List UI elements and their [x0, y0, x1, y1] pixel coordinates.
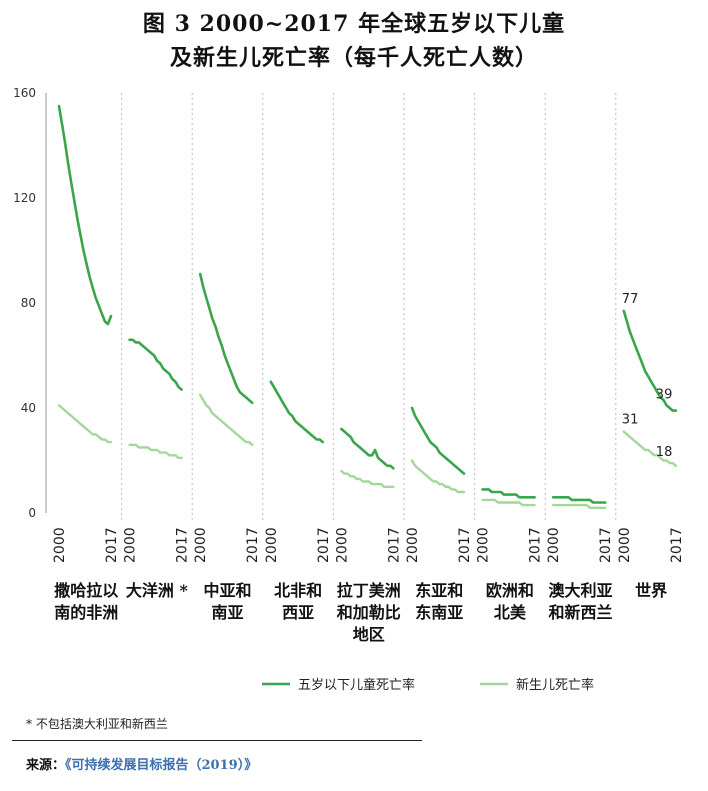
- data-label-under5-end: 39: [656, 388, 673, 403]
- region-label: 地区: [353, 625, 385, 644]
- region-label: 澳大利亚: [548, 581, 612, 600]
- region-label: 撒哈拉以: [54, 581, 118, 600]
- region-label: 北非和: [274, 581, 322, 600]
- x-tick-label: 2017: [528, 527, 544, 563]
- legend-label-under5: 五岁以下儿童死亡率: [298, 677, 415, 693]
- source-line: 来源：《可持续发展目标报告（2019）》: [26, 754, 257, 773]
- x-tick-label: 2000: [617, 527, 633, 563]
- data-label-neonatal-end: 18: [656, 445, 673, 460]
- source-prefix: 来源：: [26, 758, 66, 773]
- x-tick-label: 2017: [245, 527, 261, 563]
- region-label: 拉丁美洲: [337, 581, 401, 600]
- x-tick-label: 2000: [193, 527, 209, 563]
- under5-line: [481, 488, 536, 499]
- x-tick-label: 2000: [264, 527, 280, 563]
- region-label: 北美: [494, 603, 527, 622]
- source-title[interactable]: 《可持续发展目标报告（2019）》: [65, 758, 258, 773]
- under5-line: [551, 496, 607, 504]
- footnote: * 不包括澳大利亚和新西兰: [26, 717, 168, 731]
- x-tick-label: 2017: [316, 527, 332, 563]
- region-label: 大洋洲 *: [126, 581, 189, 600]
- x-tick-label: 2017: [669, 527, 685, 563]
- region-label: 南亚: [211, 603, 243, 622]
- x-tick-label: 2000: [546, 527, 562, 563]
- x-tick-label: 2000: [476, 527, 492, 563]
- chart-title-line2: 及新生儿死亡率（每千人死亡人数）: [169, 45, 538, 71]
- x-tick-label: 2000: [334, 527, 350, 563]
- neonatal-line: [128, 443, 183, 460]
- region-label: 欧洲和: [486, 581, 534, 600]
- divider: [12, 740, 422, 741]
- under5-line: [340, 427, 395, 470]
- under5-line: [622, 309, 678, 412]
- region-label: 中亚和: [203, 581, 251, 600]
- y-tick-label: 120: [13, 191, 36, 205]
- y-tick-label: 160: [13, 86, 36, 100]
- region-label: 西亚: [282, 603, 314, 622]
- x-tick-label: 2017: [386, 527, 402, 563]
- x-tick-label: 2017: [175, 527, 191, 563]
- region-label: 世界: [635, 581, 667, 600]
- region-label: 南的非洲: [54, 603, 118, 622]
- neonatal-line: [57, 404, 113, 444]
- y-tick-label: 40: [21, 401, 36, 415]
- y-tick-label: 80: [21, 296, 36, 310]
- data-label-neonatal-start: 31: [622, 413, 639, 428]
- x-tick-label: 2017: [598, 527, 614, 563]
- neonatal-line: [481, 498, 536, 507]
- x-tick-label: 2000: [405, 527, 421, 563]
- neonatal-line: [410, 459, 466, 494]
- y-tick-label: 0: [28, 506, 36, 520]
- chart-title-line1: 图 3 2000~2017 年全球五岁以下儿童: [142, 11, 566, 37]
- neonatal-line: [199, 393, 254, 446]
- under5-line: [198, 272, 254, 405]
- region-label: 和加勒比: [337, 603, 401, 622]
- under5-line: [269, 380, 325, 444]
- neonatal-line: [552, 503, 607, 509]
- x-tick-label: 2017: [104, 527, 120, 563]
- x-tick-label: 2017: [457, 527, 473, 563]
- under5-line: [57, 104, 113, 326]
- x-tick-label: 2000: [123, 527, 139, 563]
- neonatal-line: [622, 430, 677, 467]
- x-tick-label: 2000: [52, 527, 68, 563]
- neonatal-line: [340, 469, 395, 488]
- region-label: 东南亚: [415, 603, 463, 622]
- under5-line: [128, 338, 183, 391]
- region-label: 和新西兰: [548, 603, 612, 622]
- data-label-under5-start: 77: [622, 292, 639, 307]
- under5-line: [410, 406, 466, 475]
- region-label: 东亚和: [415, 581, 463, 600]
- legend-label-neonatal: 新生儿死亡率: [516, 677, 594, 693]
